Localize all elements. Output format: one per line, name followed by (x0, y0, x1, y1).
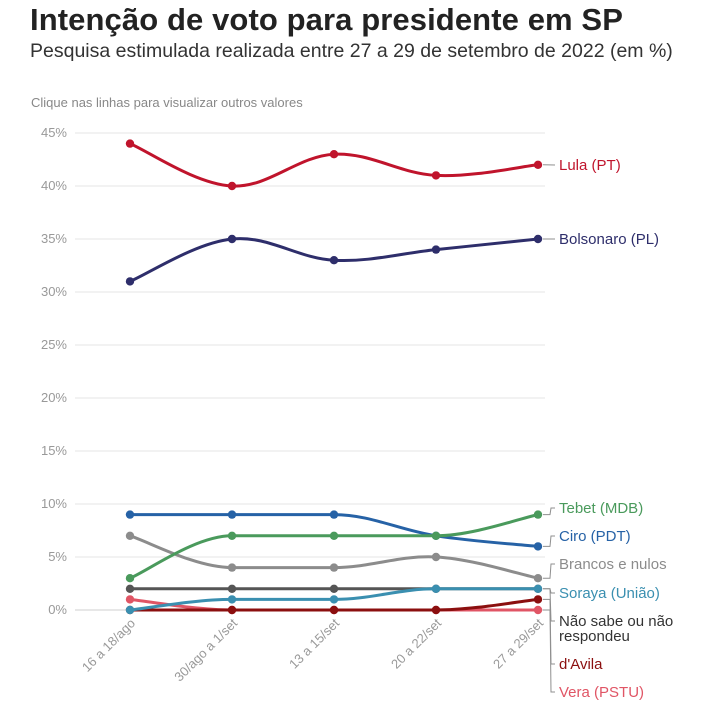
data-point[interactable] (533, 584, 543, 593)
data-point[interactable] (329, 563, 339, 572)
series-soraya-uni-o-[interactable] (125, 584, 543, 615)
data-point[interactable] (329, 584, 339, 593)
series-lula-pt-[interactable] (125, 139, 543, 191)
y-tick-label: 40% (41, 178, 67, 193)
x-tick-label: 20 a 22/set (388, 615, 444, 671)
data-point[interactable] (533, 234, 543, 244)
series-label[interactable]: Soraya (União) (559, 585, 660, 602)
chart-subtitle: Pesquisa estimulada realizada entre 27 a… (30, 40, 673, 62)
data-point[interactable] (125, 574, 135, 583)
label-connector (543, 598, 555, 665)
x-tick-label: 30/ago a 1/set (171, 615, 240, 684)
x-tick-label: 16 a 18/ago (79, 616, 138, 675)
series-label[interactable]: Tebet (MDB) (559, 500, 643, 517)
series-label[interactable]: Brancos e nulos (559, 556, 667, 573)
data-point[interactable] (329, 595, 339, 604)
data-point[interactable] (329, 150, 339, 159)
label-connector (543, 535, 555, 547)
data-point[interactable] (431, 605, 441, 615)
series-label[interactable]: Lula (PT) (559, 157, 621, 174)
data-point[interactable] (329, 531, 339, 540)
data-point[interactable] (533, 542, 543, 551)
data-point[interactable] (227, 181, 237, 191)
series-label[interactable]: Não sabe ou não (559, 613, 673, 630)
x-axis: 16 a 18/ago 30/ago a 1/set 13 a 15/set 20 a… (79, 615, 546, 684)
series-label[interactable]: respondeu (559, 628, 630, 645)
chart-title: Intenção de voto para presidente em SP (30, 2, 623, 37)
x-tick-label: 27 a 29/set (490, 615, 546, 671)
data-point[interactable] (227, 531, 237, 540)
series-line[interactable] (129, 142, 539, 188)
data-point[interactable] (227, 584, 237, 593)
y-tick-label: 25% (41, 337, 67, 352)
series-label[interactable]: Ciro (PDT) (559, 528, 631, 545)
series-label[interactable]: d'Avila (559, 656, 603, 673)
data-point[interactable] (125, 139, 135, 148)
data-point[interactable] (125, 584, 135, 593)
label-connector (543, 507, 555, 516)
data-point[interactable] (227, 510, 237, 519)
data-point[interactable] (227, 595, 237, 604)
data-point[interactable] (227, 234, 237, 244)
chart-hint: Clique nas linhas para visualizar outros… (31, 95, 303, 110)
data-point[interactable] (329, 605, 339, 615)
y-tick-label: 30% (41, 284, 67, 299)
data-point[interactable] (431, 531, 441, 540)
y-tick-label: 20% (41, 390, 67, 405)
data-point[interactable] (533, 595, 543, 604)
series-label[interactable]: Vera (PSTU) (559, 684, 644, 701)
y-tick-label: 45% (41, 125, 67, 140)
data-point[interactable] (431, 552, 441, 562)
series-labels: Vera (PSTU) d'Avila Não sabe ou nãorespond… (542, 157, 673, 701)
data-point[interactable] (125, 595, 135, 604)
data-point[interactable] (125, 277, 135, 286)
grid-lines (75, 132, 545, 611)
x-tick-label: 13 a 15/set (286, 615, 342, 671)
data-point[interactable] (227, 563, 237, 572)
label-connector (543, 588, 555, 594)
y-tick-label: 35% (41, 231, 67, 246)
series-d-avila[interactable] (125, 595, 543, 615)
y-tick-label: 0% (48, 602, 67, 617)
data-point[interactable] (431, 584, 441, 593)
series-bolsonaro-pl-[interactable] (125, 234, 543, 286)
y-tick-label: 10% (41, 496, 67, 511)
data-point[interactable] (431, 171, 441, 180)
data-point[interactable] (329, 510, 339, 519)
data-point[interactable] (125, 510, 135, 519)
data-point[interactable] (125, 605, 135, 615)
data-point[interactable] (431, 245, 441, 254)
y-tick-label: 15% (41, 443, 67, 458)
y-tick-label: 5% (48, 549, 67, 564)
data-point[interactable] (227, 605, 237, 615)
series-label[interactable]: Bolsonaro (PL) (559, 231, 659, 248)
data-point[interactable] (533, 605, 543, 615)
data-point[interactable] (125, 531, 135, 540)
label-connector (543, 609, 555, 693)
y-axis: 0% 5% 10% 15% 20% 25% 30% 35% 40% 45% (41, 125, 67, 617)
series-group (125, 139, 543, 615)
data-point[interactable] (533, 574, 543, 583)
series-brancos-e-nulos[interactable] (125, 531, 543, 583)
data-point[interactable] (533, 160, 543, 169)
data-point[interactable] (329, 256, 339, 265)
series-tebet-mdb-[interactable] (125, 510, 543, 583)
label-connector (543, 588, 555, 622)
data-point[interactable] (533, 510, 543, 519)
label-connector (543, 563, 555, 579)
